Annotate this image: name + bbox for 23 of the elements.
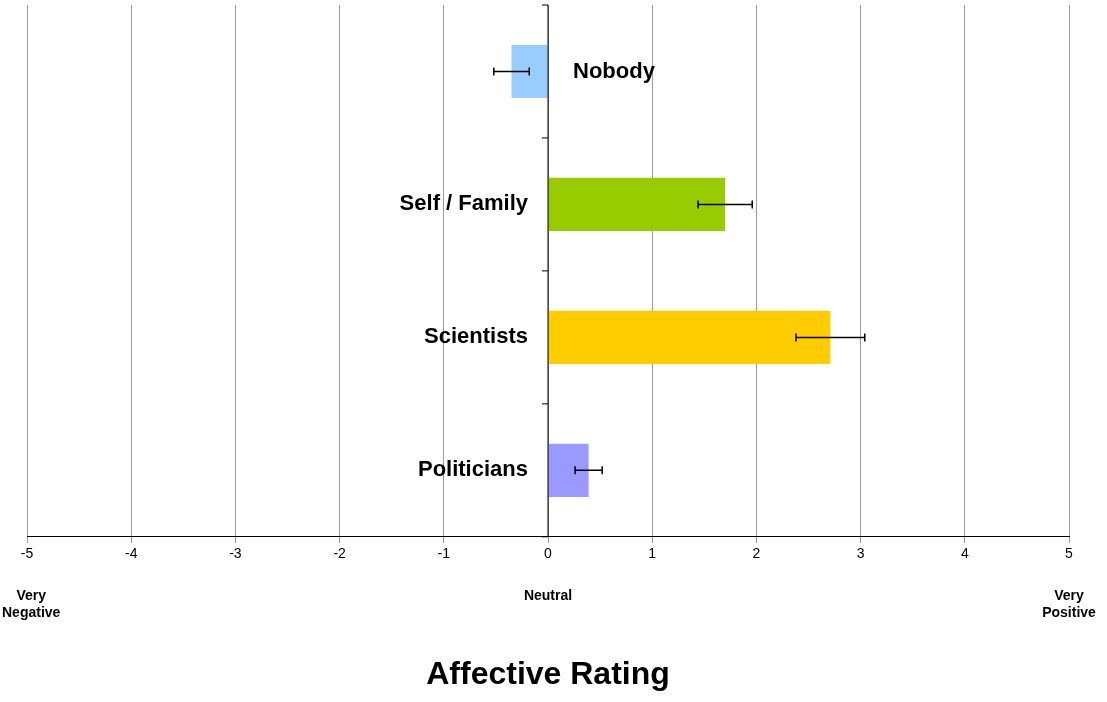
- y-tick-label: Self / Family: [399, 190, 529, 216]
- x-tick-label: 2: [752, 545, 761, 562]
- bar: [511, 44, 548, 99]
- y-tick-label: Nobody: [573, 57, 656, 83]
- x-tick-label: -1: [437, 545, 451, 562]
- text: Neutral: [523, 586, 573, 603]
- y-tick-label: Scientists: [424, 323, 528, 349]
- bar: [548, 177, 726, 232]
- x-tick-label: 5: [1065, 545, 1074, 562]
- x-tick-label: -3: [229, 545, 242, 562]
- x-axis-title: Affective Rating: [426, 654, 670, 691]
- bar: [548, 310, 831, 364]
- text: Very Positive: [1042, 586, 1097, 620]
- x-tick-label: 0: [544, 545, 553, 562]
- x-tick-label: -5: [20, 545, 34, 562]
- x-tick-label: 4: [960, 545, 969, 562]
- y-tick-label: Politicians: [417, 456, 528, 482]
- x-tick-label: 1: [648, 545, 657, 562]
- bar: [548, 443, 589, 497]
- text: Very Negative: [2, 586, 61, 620]
- x-tick-label: -2: [333, 545, 347, 562]
- x-tick-label: 3: [856, 545, 865, 562]
- x-tick-label: -4: [124, 545, 138, 562]
